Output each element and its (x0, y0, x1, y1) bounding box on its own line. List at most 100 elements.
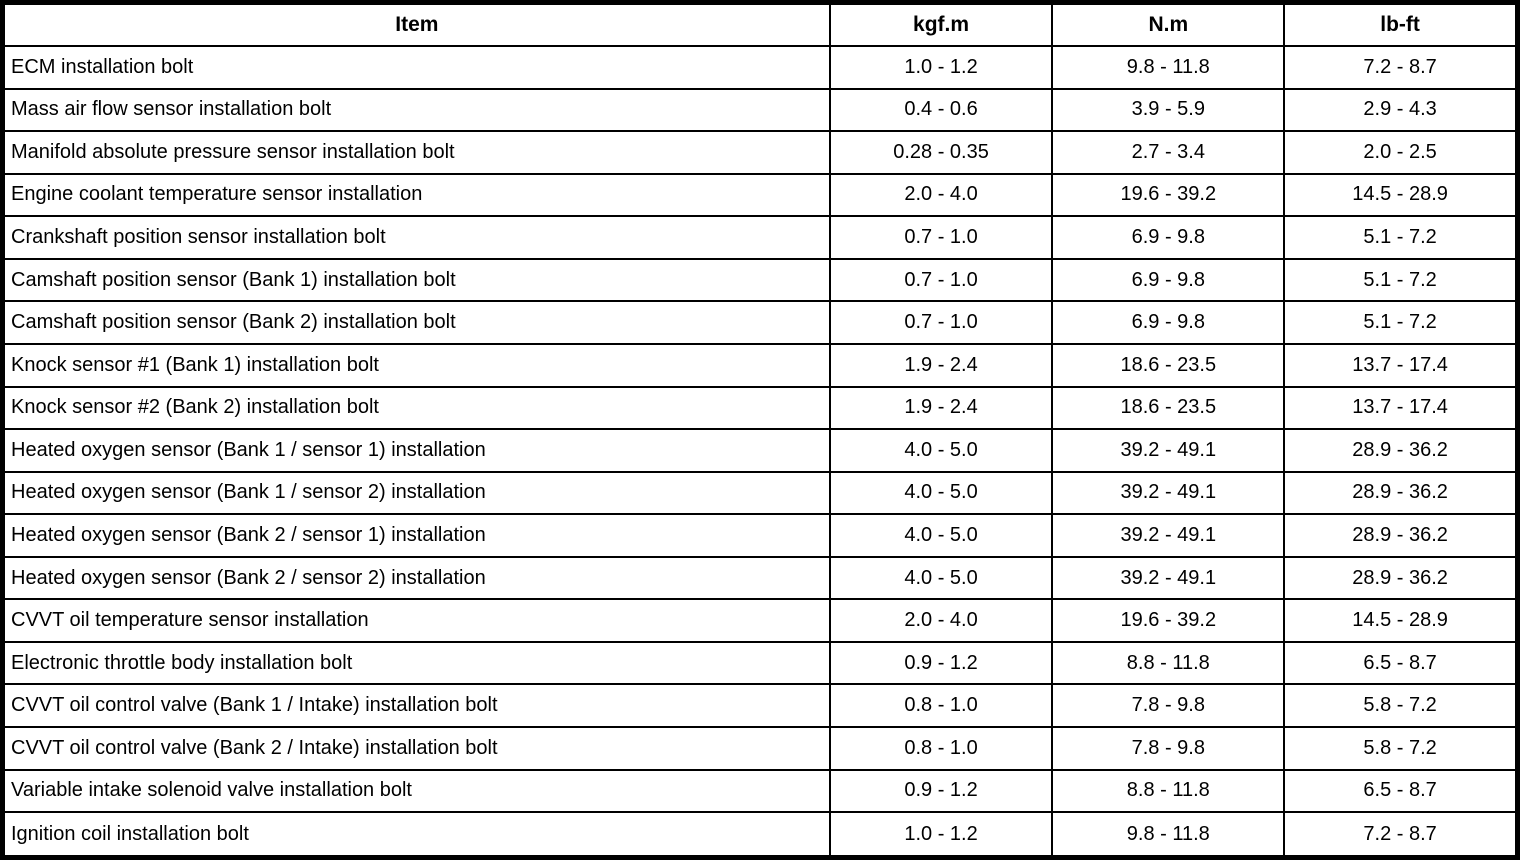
value-cell-kgfm: 0.7 - 1.0 (828, 215, 1054, 260)
item-cell: Manifold absolute pressure sensor instal… (1, 130, 831, 175)
value-cell-lbft: 28.9 - 36.2 (1283, 428, 1519, 473)
table-row: Heated oxygen sensor (Bank 1 / sensor 1)… (1, 428, 1519, 473)
item-cell: Ignition coil installation bolt (1, 811, 831, 859)
table-row: Knock sensor #2 (Bank 2) installation bo… (1, 385, 1519, 431)
value-cell-nm: 39.2 - 49.1 (1051, 428, 1286, 473)
value-cell-lbft: 7.2 - 8.7 (1283, 811, 1519, 859)
value-cell-kgfm: 4.0 - 5.0 (828, 513, 1054, 558)
value-cell-lbft: 5.1 - 7.2 (1283, 300, 1519, 345)
value-cell-kgfm: 1.0 - 1.2 (828, 811, 1054, 859)
value-cell-nm: 9.8 - 11.8 (1051, 811, 1286, 859)
item-cell: Heated oxygen sensor (Bank 2 / sensor 2)… (1, 555, 831, 601)
value-cell-kgfm: 2.0 - 4.0 (828, 598, 1054, 643)
column-header-item: Item (1, 1, 831, 47)
item-cell: Variable intake solenoid valve installat… (1, 768, 831, 814)
value-cell-lbft: 7.2 - 8.7 (1283, 45, 1519, 90)
value-cell-nm: 3.9 - 5.9 (1051, 87, 1286, 133)
value-cell-kgfm: 0.28 - 0.35 (828, 130, 1054, 175)
value-cell-lbft: 13.7 - 17.4 (1283, 385, 1519, 431)
value-cell-kgfm: 0.7 - 1.0 (828, 300, 1054, 345)
value-cell-nm: 6.9 - 9.8 (1051, 257, 1286, 303)
item-cell: ECM installation bolt (1, 45, 831, 90)
table-row: ECM installation bolt 1.0 - 1.2 9.8 - 11.8… (1, 45, 1519, 90)
table-body: ECM installation bolt 1.0 - 1.2 9.8 - 11.8… (1, 45, 1519, 859)
value-cell-nm: 8.8 - 11.8 (1051, 768, 1286, 814)
value-cell-nm: 7.8 - 9.8 (1051, 726, 1286, 771)
value-cell-lbft: 5.1 - 7.2 (1283, 215, 1519, 260)
value-cell-kgfm: 0.9 - 1.2 (828, 640, 1054, 686)
value-cell-lbft: 5.8 - 7.2 (1283, 683, 1519, 728)
table-row: Heated oxygen sensor (Bank 2 / sensor 1)… (1, 513, 1519, 558)
value-cell-kgfm: 1.9 - 2.4 (828, 342, 1054, 388)
value-cell-kgfm: 4.0 - 5.0 (828, 428, 1054, 473)
value-cell-nm: 7.8 - 9.8 (1051, 683, 1286, 728)
table-row: CVVT oil temperature sensor installation… (1, 598, 1519, 643)
value-cell-nm: 39.2 - 49.1 (1051, 513, 1286, 558)
table-row: CVVT oil control valve (Bank 2 / Intake)… (1, 726, 1519, 771)
value-cell-lbft: 28.9 - 36.2 (1283, 513, 1519, 558)
table-header: Item kgf.m N.m lb-ft (1, 1, 1519, 47)
value-cell-lbft: 28.9 - 36.2 (1283, 555, 1519, 601)
column-header-nm: N.m (1051, 1, 1286, 47)
table-row: Electronic throttle body installation bo… (1, 640, 1519, 686)
value-cell-lbft: 5.1 - 7.2 (1283, 257, 1519, 303)
value-cell-kgfm: 4.0 - 5.0 (828, 555, 1054, 601)
value-cell-kgfm: 4.0 - 5.0 (828, 470, 1054, 516)
column-header-kgfm: kgf.m (828, 1, 1054, 47)
item-cell: Heated oxygen sensor (Bank 1 / sensor 1)… (1, 428, 831, 473)
value-cell-kgfm: 1.0 - 1.2 (828, 45, 1054, 90)
value-cell-lbft: 14.5 - 28.9 (1283, 172, 1519, 218)
value-cell-kgfm: 0.7 - 1.0 (828, 257, 1054, 303)
table-row: Knock sensor #1 (Bank 1) installation bo… (1, 342, 1519, 388)
value-cell-lbft: 14.5 - 28.9 (1283, 598, 1519, 643)
value-cell-kgfm: 1.9 - 2.4 (828, 385, 1054, 431)
value-cell-lbft: 13.7 - 17.4 (1283, 342, 1519, 388)
table-row: Camshaft position sensor (Bank 2) instal… (1, 300, 1519, 345)
table-row: Heated oxygen sensor (Bank 1 / sensor 2)… (1, 470, 1519, 516)
table-row: Manifold absolute pressure sensor instal… (1, 130, 1519, 175)
header-row: Item kgf.m N.m lb-ft (1, 1, 1519, 47)
item-cell: Knock sensor #2 (Bank 2) installation bo… (1, 385, 831, 431)
value-cell-nm: 8.8 - 11.8 (1051, 640, 1286, 686)
value-cell-nm: 6.9 - 9.8 (1051, 215, 1286, 260)
value-cell-lbft: 2.0 - 2.5 (1283, 130, 1519, 175)
column-header-lbft: lb-ft (1283, 1, 1519, 47)
value-cell-nm: 39.2 - 49.1 (1051, 470, 1286, 516)
item-cell: Crankshaft position sensor installation … (1, 215, 831, 260)
table-row: Variable intake solenoid valve installat… (1, 768, 1519, 814)
value-cell-nm: 19.6 - 39.2 (1051, 598, 1286, 643)
value-cell-nm: 19.6 - 39.2 (1051, 172, 1286, 218)
item-cell: Electronic throttle body installation bo… (1, 640, 831, 686)
item-cell: Heated oxygen sensor (Bank 1 / sensor 2)… (1, 470, 831, 516)
value-cell-nm: 18.6 - 23.5 (1051, 385, 1286, 431)
value-cell-lbft: 6.5 - 8.7 (1283, 768, 1519, 814)
table-row: Ignition coil installation bolt 1.0 - 1.2… (1, 811, 1519, 859)
value-cell-lbft: 5.8 - 7.2 (1283, 726, 1519, 771)
value-cell-kgfm: 0.8 - 1.0 (828, 683, 1054, 728)
value-cell-lbft: 6.5 - 8.7 (1283, 640, 1519, 686)
value-cell-nm: 39.2 - 49.1 (1051, 555, 1286, 601)
value-cell-kgfm: 0.8 - 1.0 (828, 726, 1054, 771)
table-row: Camshaft position sensor (Bank 1) instal… (1, 257, 1519, 303)
value-cell-nm: 2.7 - 3.4 (1051, 130, 1286, 175)
item-cell: CVVT oil control valve (Bank 2 / Intake)… (1, 726, 831, 771)
value-cell-nm: 6.9 - 9.8 (1051, 300, 1286, 345)
table-row: Engine coolant temperature sensor instal… (1, 172, 1519, 218)
value-cell-kgfm: 0.4 - 0.6 (828, 87, 1054, 133)
value-cell-nm: 9.8 - 11.8 (1051, 45, 1286, 90)
item-cell: CVVT oil control valve (Bank 1 / Intake)… (1, 683, 831, 728)
table-row: Heated oxygen sensor (Bank 2 / sensor 2)… (1, 555, 1519, 601)
item-cell: Camshaft position sensor (Bank 1) instal… (1, 257, 831, 303)
item-cell: Heated oxygen sensor (Bank 2 / sensor 1)… (1, 513, 831, 558)
value-cell-lbft: 28.9 - 36.2 (1283, 470, 1519, 516)
table-row: Mass air flow sensor installation bolt 0.… (1, 87, 1519, 133)
value-cell-kgfm: 2.0 - 4.0 (828, 172, 1054, 218)
table-row: CVVT oil control valve (Bank 1 / Intake)… (1, 683, 1519, 728)
item-cell: Mass air flow sensor installation bolt (1, 87, 831, 133)
item-cell: Knock sensor #1 (Bank 1) installation bo… (1, 342, 831, 388)
item-cell: Engine coolant temperature sensor instal… (1, 172, 831, 218)
item-cell: CVVT oil temperature sensor installation (1, 598, 831, 643)
value-cell-lbft: 2.9 - 4.3 (1283, 87, 1519, 133)
